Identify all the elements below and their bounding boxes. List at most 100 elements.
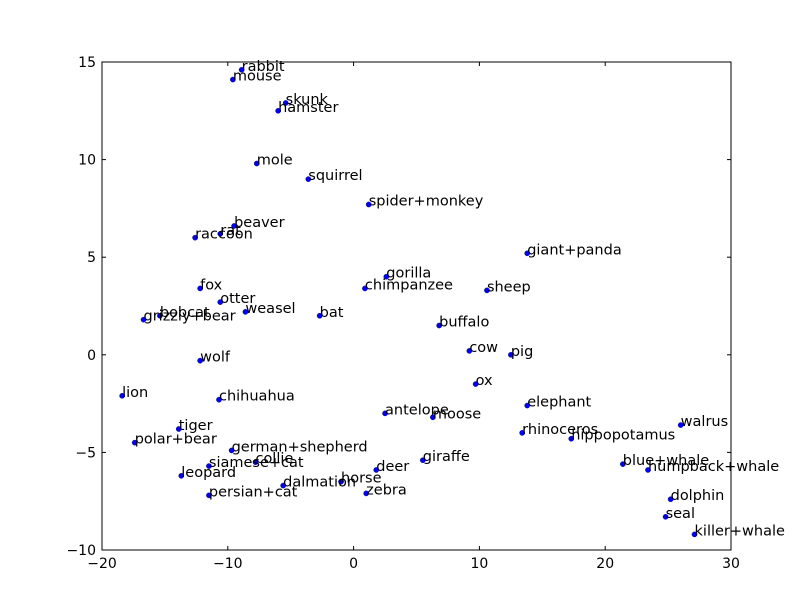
point-label: weasel <box>245 301 295 317</box>
data-point <box>242 309 249 315</box>
data-point <box>192 234 198 241</box>
point-label: buffalo <box>439 315 489 331</box>
data-point <box>466 348 473 354</box>
x-tick-label: −10 <box>213 556 243 572</box>
point-label: tiger <box>179 418 213 434</box>
point-label: rhinoceros <box>522 422 598 438</box>
point-label: lion <box>122 385 148 401</box>
point-label: spider+monkey <box>369 193 484 209</box>
point-label: elephant <box>527 395 591 411</box>
data-point <box>662 514 669 520</box>
data-point <box>216 396 222 403</box>
point-label: giant+panda <box>527 242 622 258</box>
data-point <box>645 467 651 473</box>
y-tick-label: −10 <box>66 543 96 559</box>
data-point <box>519 430 525 436</box>
data-point <box>178 473 185 479</box>
x-tick-label: 0 <box>349 556 358 572</box>
data-point <box>252 459 259 465</box>
data-point <box>228 447 235 454</box>
data-point <box>282 100 289 106</box>
data-point <box>338 478 344 485</box>
data-point <box>119 392 125 399</box>
point-label: grizzly+bear <box>144 309 236 325</box>
data-point <box>524 402 531 409</box>
point-label: dalmation <box>283 475 356 491</box>
x-tick-label: 10 <box>470 556 488 572</box>
point-label: bobcat <box>160 305 210 321</box>
point-label: gorilla <box>386 266 431 282</box>
data-point <box>365 201 372 208</box>
point-label: skunk <box>286 92 329 108</box>
data-point <box>363 490 369 497</box>
data-point <box>217 230 224 237</box>
data-point <box>382 410 388 417</box>
point-label: deer <box>376 459 409 475</box>
data-point <box>362 285 368 292</box>
point-label: moose <box>433 406 481 422</box>
point-label: humpback+whale <box>648 459 779 475</box>
data-point <box>206 463 212 469</box>
y-tick-label: 10 <box>78 153 96 169</box>
data-point <box>275 108 281 114</box>
point-label: persian+cat <box>209 484 298 500</box>
y-tick-label: 5 <box>87 250 96 266</box>
point-label: ox <box>476 373 493 389</box>
point-label: collie <box>255 451 293 467</box>
data-point <box>140 316 147 323</box>
point-label: dolphin <box>671 488 725 504</box>
point-label: otter <box>220 291 255 307</box>
data-point <box>231 223 237 229</box>
data-point <box>253 160 260 167</box>
x-tick-label: 20 <box>596 556 614 572</box>
data-point <box>175 426 182 432</box>
point-label: leopard <box>181 465 236 481</box>
point-label: wolf <box>200 350 231 366</box>
point-label: sheep <box>487 279 531 295</box>
data-point <box>419 457 426 464</box>
y-tick-label: 15 <box>78 55 96 71</box>
data-point <box>620 461 626 467</box>
data-point <box>206 492 212 499</box>
point-label: antelope <box>385 402 449 418</box>
data-point <box>667 496 674 503</box>
point-label: blue+whale <box>623 453 709 469</box>
data-point <box>508 351 514 358</box>
data-point <box>484 287 490 294</box>
point-label: horse <box>341 471 382 487</box>
point-label: bat <box>320 305 344 321</box>
point-label: squirrel <box>308 168 362 184</box>
point-label: cow <box>469 340 498 356</box>
data-point <box>430 414 436 421</box>
point-label: giraffe <box>423 449 470 465</box>
point-label: raccoon <box>195 227 253 243</box>
point-label: pig <box>511 344 533 360</box>
data-point <box>131 439 138 446</box>
data-point <box>238 67 245 73</box>
point-label: fox <box>200 277 223 293</box>
data-point <box>280 482 286 489</box>
y-tick-label: 0 <box>87 348 96 364</box>
point-label: mole <box>257 153 293 169</box>
point-label: siamese+cat <box>209 455 304 471</box>
data-point <box>524 250 531 257</box>
point-label: german+shepherd <box>232 439 368 455</box>
point-label: chihuahua <box>219 389 295 405</box>
x-tick-label: 30 <box>722 556 740 572</box>
point-label: zebra <box>366 482 407 498</box>
data-point <box>568 435 575 442</box>
data-point <box>691 531 698 538</box>
data-point <box>316 312 323 319</box>
y-tick-label: −5 <box>75 445 96 461</box>
point-label: polar+bear <box>135 432 217 448</box>
data-point <box>197 285 203 292</box>
x-tick-label: −20 <box>87 556 117 572</box>
point-label: hamster <box>278 100 338 116</box>
data-point <box>373 467 380 473</box>
point-label: mouse <box>233 69 282 85</box>
point-label: walrus <box>681 414 728 430</box>
